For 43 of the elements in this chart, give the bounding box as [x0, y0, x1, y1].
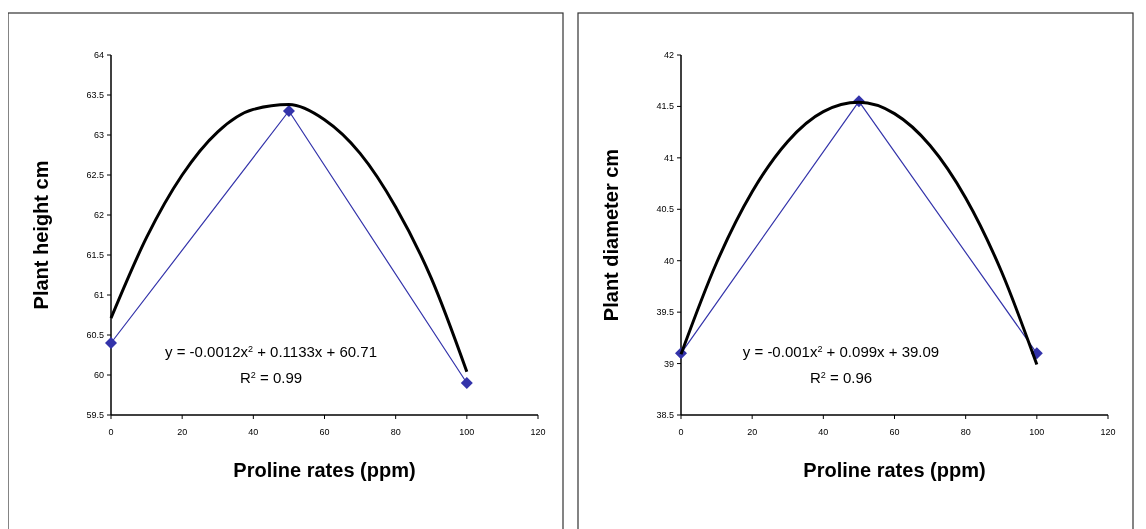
point	[105, 337, 117, 349]
x-tick-label: 60	[319, 427, 330, 437]
x-axis-title: Proline rates (ppm)	[803, 459, 986, 481]
y-tick-label: 41.5	[656, 101, 674, 112]
annotation: R$^{2}$ = 0.96	[809, 369, 873, 386]
point	[282, 105, 295, 117]
y-tick-label: 39.5	[656, 307, 674, 318]
y-tick-label: 60	[93, 370, 104, 380]
x-tick-label: 100	[1029, 427, 1045, 437]
x-tick-label: 40	[248, 427, 259, 437]
x-tick-label: 80	[960, 427, 971, 437]
x-tick-label: 120	[530, 427, 546, 437]
y-axis-title: Plant diameter cm	[600, 148, 622, 322]
y-tick-label: 63.5	[86, 90, 104, 100]
annotation: R$^{2}$ = 0.99	[239, 369, 303, 386]
x-tick-label: 80	[390, 427, 401, 437]
y-tick-label: 60.5	[86, 330, 104, 340]
y-tick-label: 38.5	[656, 410, 674, 420]
y-tick-label: 61.5	[86, 250, 104, 260]
y-axis-title: Plant height cm	[30, 160, 52, 310]
y-tick-label: 62.5	[86, 170, 104, 180]
x-tick-label: 0	[108, 427, 114, 437]
point	[460, 377, 473, 389]
annotation: y = -0.001x$^{2}$ + 0.099x + 39.09	[742, 343, 940, 360]
x-axis-title: Proline rates (ppm)	[233, 459, 416, 481]
x-tick-label: 60	[889, 427, 900, 437]
y-tick-label: 40	[663, 255, 674, 266]
x-tick-label: 0	[678, 427, 684, 437]
y-tick-label: 63	[93, 130, 104, 140]
x-tick-label: 20	[747, 427, 758, 437]
x-tick-label: 120	[1100, 427, 1116, 437]
y-tick-label: 64	[93, 50, 104, 60]
annotation: y = -0.0012x$^{2}$ + 0.1133x + 60.71	[165, 343, 377, 360]
y-tick-label: 42	[663, 50, 674, 60]
y-tick-label: 62	[93, 210, 104, 220]
y-tick-label: 41	[663, 152, 674, 163]
x-tick-label: 20	[177, 427, 188, 437]
y-tick-label: 61	[93, 290, 104, 300]
y-tick-label: 59.5	[86, 410, 104, 420]
y-tick-label: 39	[663, 358, 674, 369]
y-tick-label: 40.5	[656, 204, 674, 215]
x-tick-label: 100	[459, 427, 475, 437]
x-tick-label: 40	[818, 427, 829, 437]
